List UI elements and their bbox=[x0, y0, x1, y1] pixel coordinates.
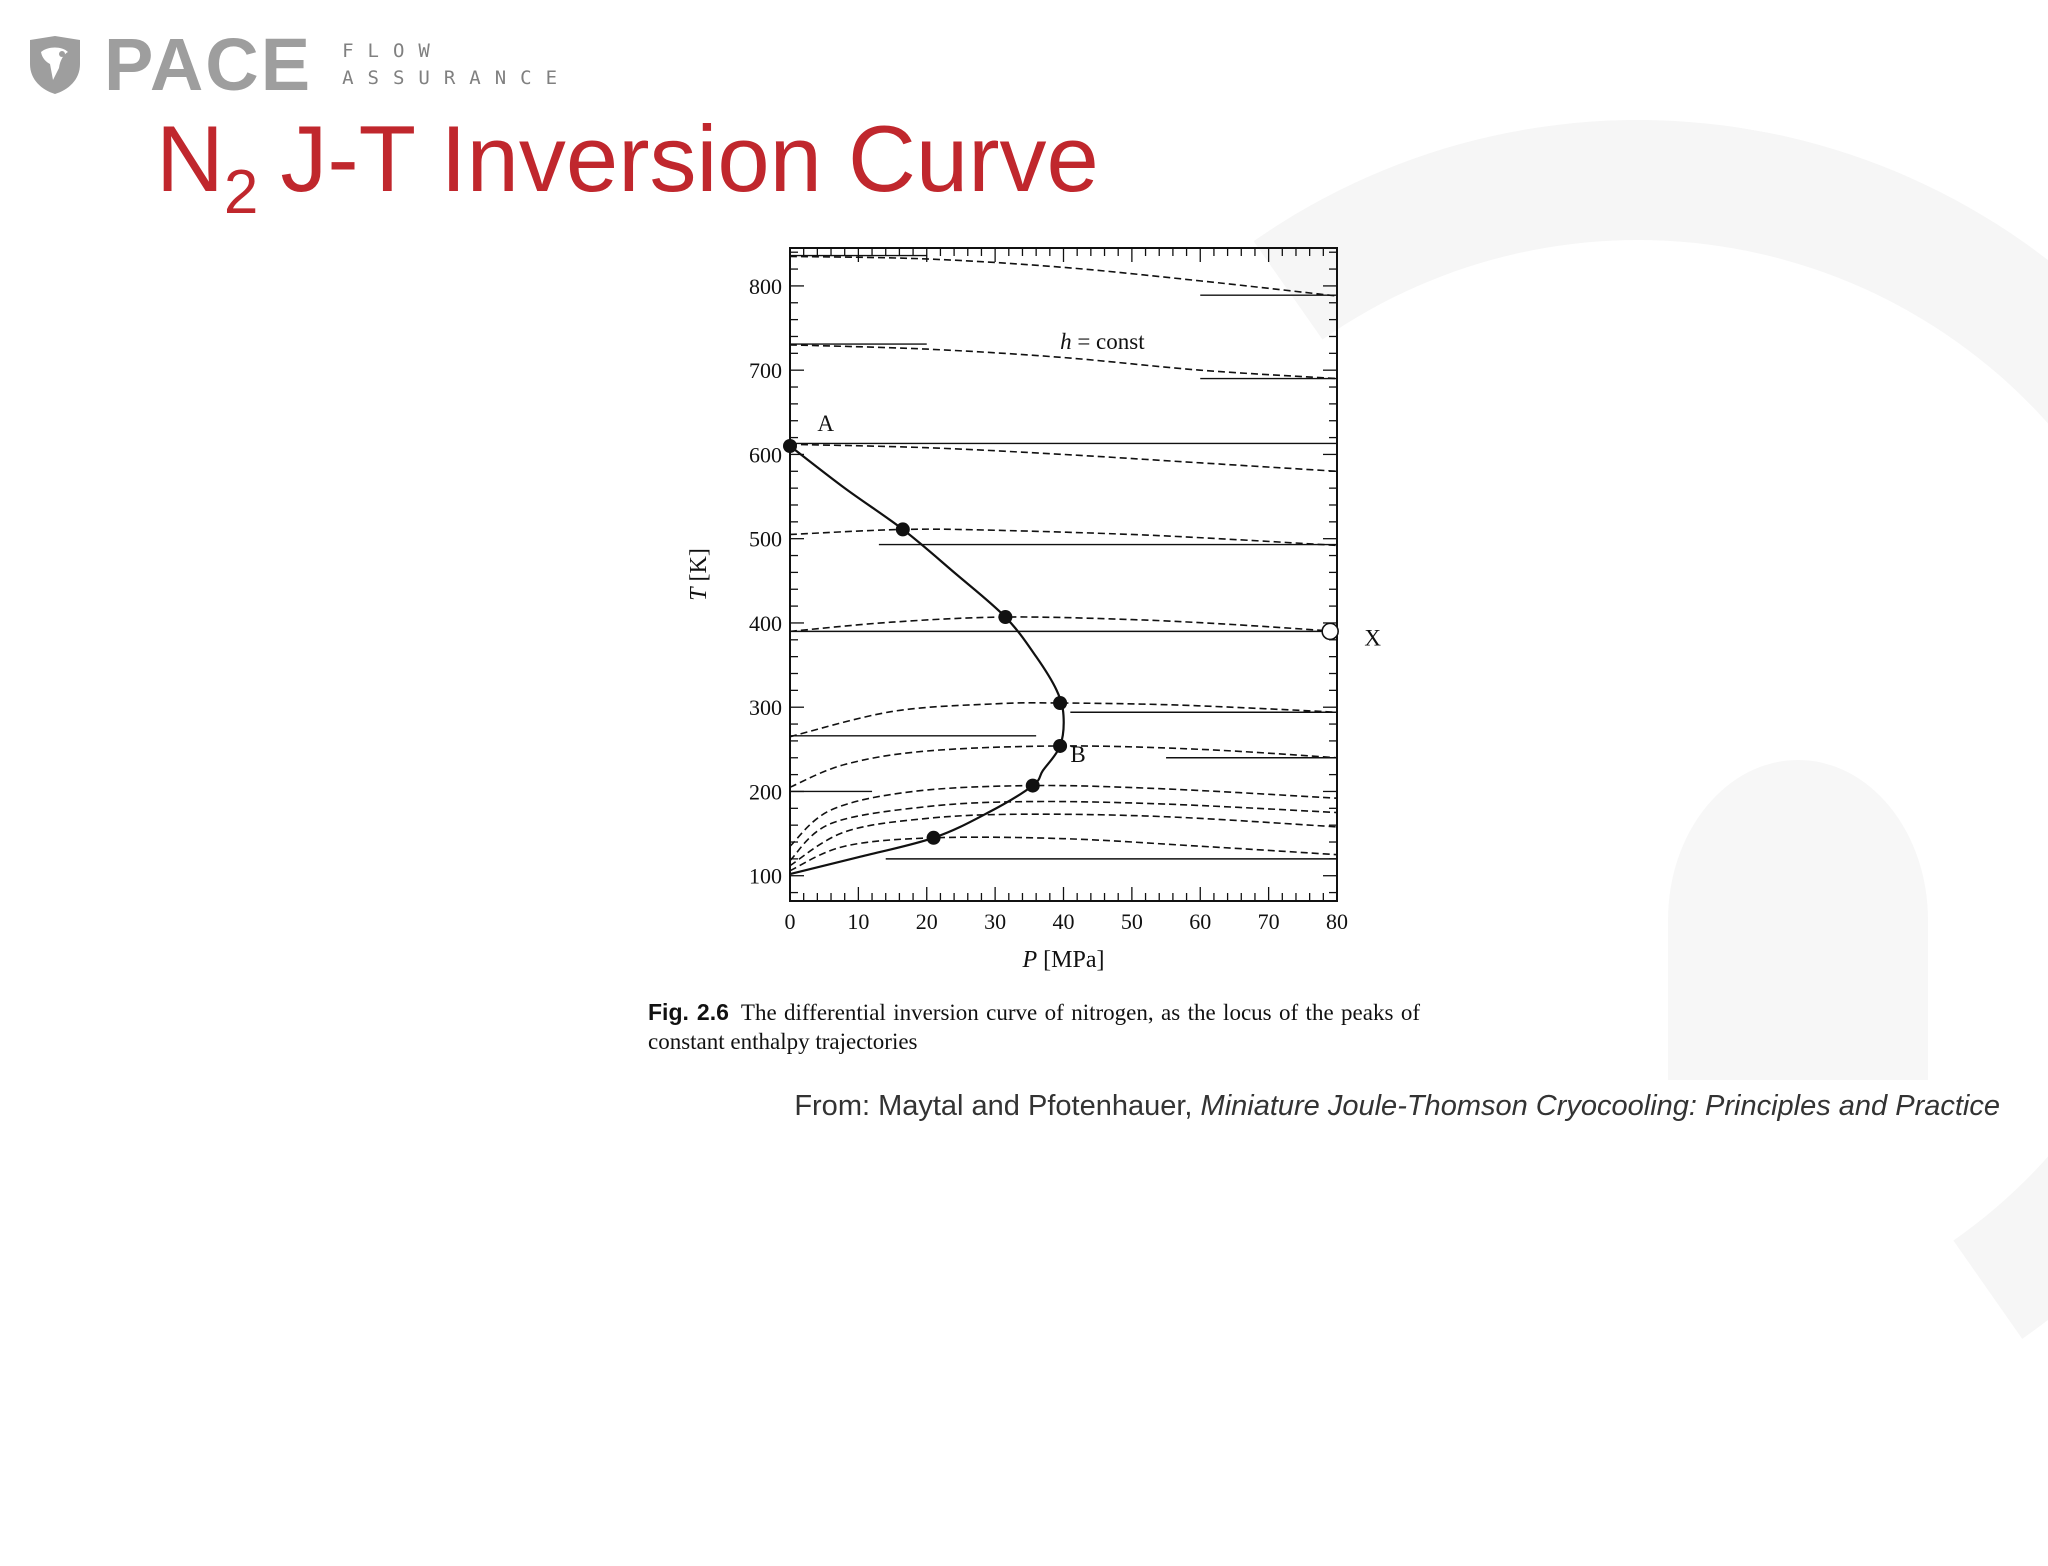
shield-icon bbox=[30, 36, 80, 94]
x-tick-label: 0 bbox=[785, 909, 796, 934]
x-tick-label: 80 bbox=[1326, 909, 1348, 934]
brand-logo: PACE FLOW ASSURANCE bbox=[26, 28, 571, 102]
isenthalp-curve bbox=[789, 800, 1338, 862]
inversion-point bbox=[895, 522, 910, 537]
inversion-point bbox=[783, 439, 797, 454]
title-main: N bbox=[156, 106, 224, 211]
y-tick-label: 500 bbox=[749, 527, 782, 552]
point-label-a: A bbox=[817, 411, 834, 436]
background-shape bbox=[1668, 760, 1928, 1080]
isenthalp-curve bbox=[789, 255, 1338, 297]
brand-tagline-line1: FLOW bbox=[342, 40, 444, 62]
source-book: Miniature Joule-Thomson Cryocooling: Pri… bbox=[1200, 1090, 2000, 1122]
x-tick-label: 30 bbox=[984, 909, 1006, 934]
annotation-h-const: h = const bbox=[1060, 329, 1145, 354]
y-tick-label: 300 bbox=[749, 695, 782, 720]
y-axis-label: T [K] bbox=[686, 548, 712, 601]
brand-tagline: FLOW ASSURANCE bbox=[342, 38, 571, 92]
x-tick-label: 20 bbox=[916, 909, 938, 934]
caption-text: The differential inversion curve of nitr… bbox=[648, 1000, 1420, 1054]
inversion-chart: 0 10 20 30 40 50 60 70 80 100 200 300 400 500 600 700 80… bbox=[686, 247, 1381, 973]
inversion-curve bbox=[789, 445, 1065, 876]
y-tick-label: 100 bbox=[749, 864, 782, 889]
isenthalp-curve bbox=[789, 443, 1338, 473]
isenthalp-curve bbox=[789, 813, 1338, 867]
inversion-point bbox=[1053, 695, 1068, 710]
x-tick-label: 40 bbox=[1053, 909, 1075, 934]
inversion-point bbox=[1053, 738, 1068, 753]
isenthalp-curve bbox=[789, 616, 1338, 633]
x-tick-label: 10 bbox=[847, 909, 869, 934]
x-tick-label: 70 bbox=[1258, 909, 1280, 934]
point-label-x: X bbox=[1364, 626, 1381, 651]
isenthalp-curve bbox=[789, 836, 1338, 872]
y-tick-label: 800 bbox=[749, 274, 782, 299]
x-tick-label: 50 bbox=[1121, 909, 1143, 934]
brand-name: PACE bbox=[104, 23, 313, 106]
point-label-b: B bbox=[1070, 742, 1085, 767]
y-tick-label: 700 bbox=[749, 358, 782, 383]
title-rest: J-T Inversion Curve bbox=[280, 106, 1099, 211]
source-citation: From: Maytal and Pfotenhauer, Miniature … bbox=[794, 1090, 2000, 1123]
isenthalp-curve bbox=[789, 528, 1338, 547]
x-axis-label: P [MPa] bbox=[1022, 947, 1105, 973]
title-subscript: 2 bbox=[223, 158, 259, 227]
caption-label: Fig. 2.6 bbox=[648, 999, 729, 1025]
source-prefix: From: Maytal and Pfotenhauer, bbox=[794, 1090, 1193, 1122]
figure-caption: Fig. 2.6 The differential inversion curve… bbox=[648, 998, 1420, 1056]
y-tick-label: 200 bbox=[749, 779, 782, 804]
slide-title: N2 J-T Inversion Curve bbox=[156, 112, 1099, 224]
brand-tagline-line2: ASSURANCE bbox=[342, 67, 572, 89]
open-point-x bbox=[1321, 622, 1339, 641]
isenthalp-curve bbox=[789, 702, 1338, 738]
y-tick-label: 400 bbox=[749, 611, 782, 636]
isenthalp-curve bbox=[789, 344, 1338, 380]
inversion-point bbox=[1025, 778, 1040, 793]
figure-panel: 0 10 20 30 40 50 60 70 80 100 200 300 400 500 600 700 80… bbox=[686, 247, 1381, 973]
isenthalp-curve bbox=[789, 784, 1338, 847]
inversion-point bbox=[998, 610, 1013, 625]
isenthalp-curve bbox=[789, 745, 1338, 788]
inversion-point bbox=[926, 830, 941, 845]
x-tick-label: 60 bbox=[1189, 909, 1211, 934]
y-tick-label: 600 bbox=[749, 442, 782, 467]
